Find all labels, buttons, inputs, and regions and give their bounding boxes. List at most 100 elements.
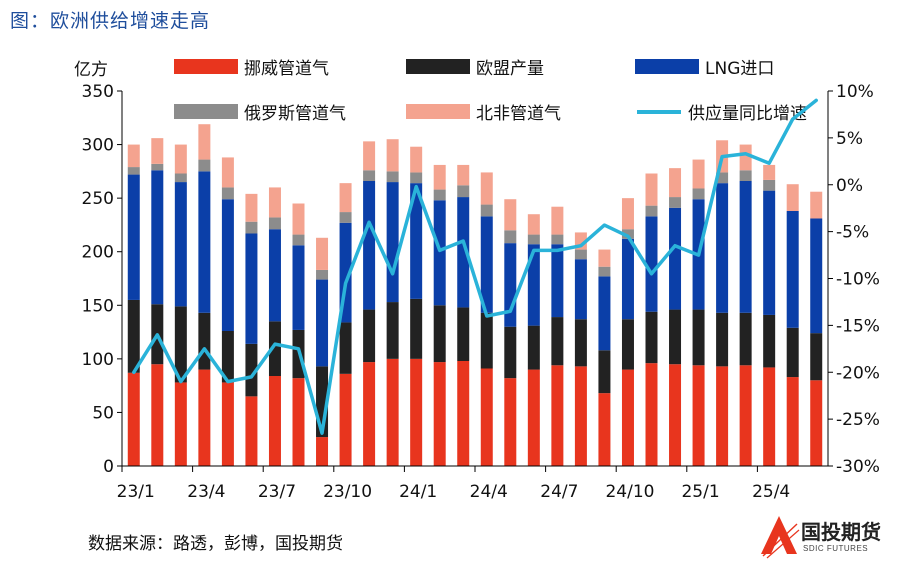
- bar-lng: [504, 243, 517, 327]
- bar-norway: [574, 366, 587, 466]
- bar-russia: [339, 212, 352, 223]
- bar-norway: [221, 382, 234, 466]
- bar-russia: [268, 217, 281, 230]
- bar-russia: [669, 197, 682, 208]
- legend-label-norway: 挪威管道气: [244, 59, 329, 79]
- bar-russia: [292, 234, 305, 246]
- bar-russia: [716, 172, 729, 184]
- bar-lng: [480, 216, 493, 313]
- bar-norway: [316, 437, 329, 466]
- bar-nafrica: [763, 164, 776, 180]
- bar-eu: [221, 331, 234, 383]
- bar-eu: [786, 327, 799, 378]
- bar-norway: [386, 358, 399, 466]
- bar-lng: [739, 181, 752, 313]
- x-tick-label: 24/4: [470, 482, 508, 502]
- bar-lng: [198, 171, 211, 313]
- bar-russia: [316, 269, 329, 280]
- bar-eu: [339, 322, 352, 374]
- legend-label-growth: 供应量同比增速: [688, 104, 807, 124]
- bar-eu: [574, 319, 587, 367]
- bar-russia: [386, 171, 399, 183]
- bar-nafrica: [692, 159, 705, 189]
- x-tick-label: 23/7: [258, 482, 296, 502]
- bar-nafrica: [433, 164, 446, 190]
- y-tick-label-left: 100: [82, 350, 114, 370]
- legend-swatch-russia: [174, 104, 238, 119]
- bar-eu: [363, 309, 376, 363]
- legend-label-russia: 俄罗斯管道气: [244, 104, 346, 124]
- bar-norway: [198, 369, 211, 466]
- x-tick-label: 25/4: [752, 482, 790, 502]
- bar-norway: [174, 382, 187, 466]
- bar-russia: [221, 187, 234, 200]
- bar-norway: [504, 378, 517, 466]
- bar-eu: [645, 311, 658, 364]
- bar-russia: [127, 167, 140, 175]
- bar-nafrica: [669, 168, 682, 198]
- bar-nafrica: [174, 144, 187, 174]
- bar-norway: [245, 396, 258, 466]
- bar-lng: [386, 182, 399, 303]
- bar-nafrica: [268, 187, 281, 218]
- bar-norway: [480, 368, 493, 466]
- bar-norway: [763, 367, 776, 466]
- bar-nafrica: [151, 138, 164, 164]
- bar-lng: [527, 244, 540, 326]
- bar-norway: [739, 365, 752, 466]
- bar-nafrica: [621, 198, 634, 230]
- bar-norway: [645, 363, 658, 466]
- bar-norway: [669, 364, 682, 466]
- bar-nafrica: [363, 141, 376, 171]
- bar-eu: [386, 302, 399, 359]
- y-tick-label-right: -25%: [836, 410, 880, 430]
- legend-label-lng: LNG进口: [705, 59, 774, 79]
- bar-lng: [410, 183, 423, 299]
- y-tick-label-right: -15%: [836, 316, 880, 336]
- bar-norway: [292, 378, 305, 466]
- bar-lng: [598, 276, 611, 351]
- sdic-logo: 国投期货 SDIC FUTURES: [757, 508, 897, 566]
- bar-nafrica: [457, 164, 470, 186]
- bar-nafrica: [339, 183, 352, 213]
- bar-eu: [504, 326, 517, 379]
- bar-russia: [198, 159, 211, 172]
- x-tick-label: 23/10: [323, 482, 372, 502]
- bar-russia: [410, 172, 423, 184]
- bar-russia: [692, 188, 705, 200]
- bar-nafrica: [598, 249, 611, 267]
- bar-lng: [574, 259, 587, 320]
- bar-russia: [551, 234, 564, 245]
- bar-eu: [598, 350, 611, 394]
- bar-lng: [433, 200, 446, 306]
- bar-eu: [692, 309, 705, 366]
- bar-lng: [810, 218, 823, 334]
- bar-lng: [221, 199, 234, 331]
- bar-russia: [480, 204, 493, 217]
- bar-eu: [198, 312, 211, 370]
- bar-eu: [410, 298, 423, 359]
- bar-eu: [810, 333, 823, 381]
- bar-nafrica: [292, 203, 305, 235]
- bar-eu: [551, 317, 564, 366]
- bar-eu: [527, 325, 540, 370]
- bar-lng: [786, 211, 799, 328]
- bar-nafrica: [527, 214, 540, 235]
- bar-norway: [457, 361, 470, 466]
- bar-norway: [433, 362, 446, 466]
- y-tick-label-left: 150: [82, 296, 114, 316]
- bar-nafrica: [645, 173, 658, 206]
- bar-russia: [621, 229, 634, 239]
- bar-norway: [268, 376, 281, 466]
- bar-eu: [174, 306, 187, 383]
- y-tick-label-right: -10%: [836, 270, 880, 290]
- bar-nafrica: [316, 237, 329, 270]
- bar-lng: [645, 216, 658, 312]
- bar-russia: [457, 185, 470, 198]
- bar-norway: [527, 369, 540, 466]
- bar-nafrica: [198, 124, 211, 160]
- bar-nafrica: [739, 144, 752, 171]
- y-tick-label-right: 0%: [836, 176, 863, 196]
- bar-russia: [645, 205, 658, 217]
- bar-nafrica: [786, 184, 799, 211]
